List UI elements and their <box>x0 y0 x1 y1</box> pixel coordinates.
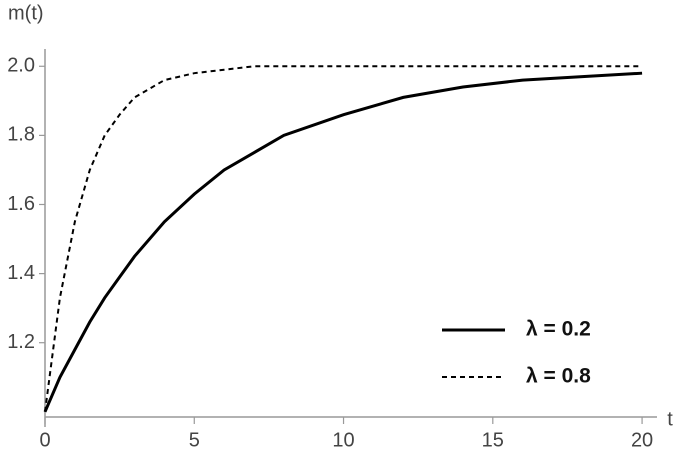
y-tick-label: 1.8 <box>7 124 35 146</box>
y-tick-label: 1.4 <box>7 262 35 284</box>
x-tick-label: 5 <box>189 429 200 451</box>
x-tick-label: 20 <box>631 429 653 451</box>
y-tick-label: 2.0 <box>7 55 35 77</box>
legend-label: λ = 0.2 <box>526 318 591 341</box>
x-axis-label: t <box>667 408 673 430</box>
legend-label: λ = 0.8 <box>526 365 591 388</box>
y-tick-label: 1.6 <box>7 193 35 215</box>
x-tick-label: 15 <box>482 429 504 451</box>
y-axis-label: m(t) <box>8 2 44 24</box>
series-line <box>44 65 643 412</box>
x-tick-label: 10 <box>332 429 354 451</box>
x-tick-label: 0 <box>39 429 50 451</box>
y-tick-label: 1.2 <box>7 331 35 353</box>
series-line <box>43 71 643 413</box>
